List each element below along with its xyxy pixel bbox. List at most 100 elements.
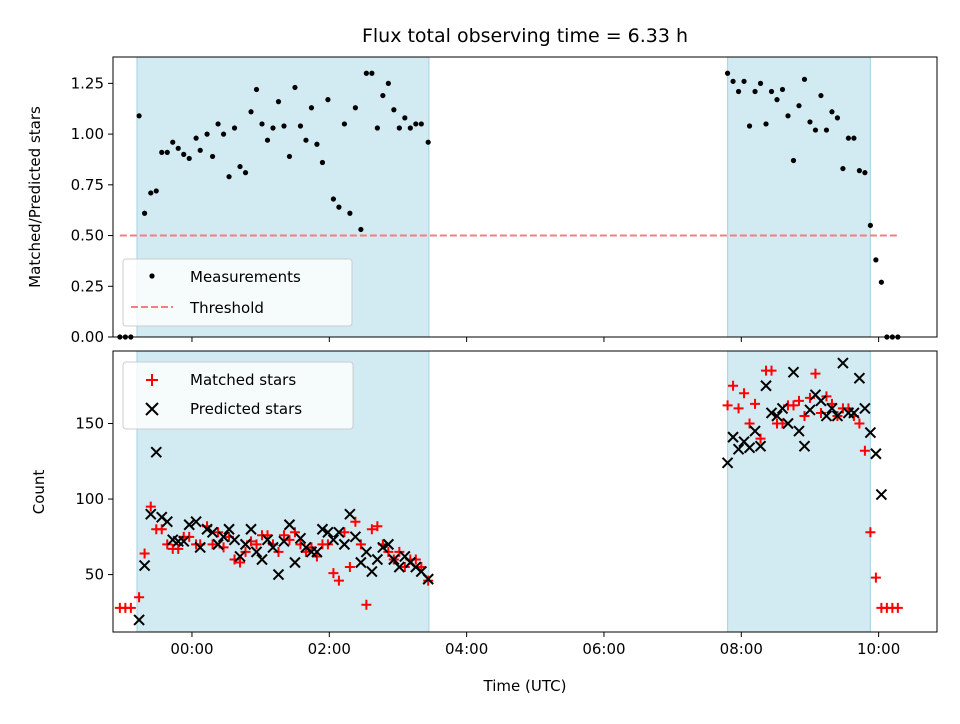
measurement-point bbox=[170, 139, 176, 145]
measurement-point bbox=[867, 222, 873, 229]
matched-star-point bbox=[184, 531, 195, 542]
matched-star-point bbox=[125, 602, 136, 613]
measurement-point bbox=[220, 131, 227, 137]
measurement-point bbox=[425, 139, 431, 145]
measurement-point bbox=[878, 279, 884, 285]
predicted-star-point bbox=[859, 402, 871, 415]
predicted-star-point bbox=[848, 407, 860, 419]
measurement-point bbox=[363, 70, 369, 76]
measurement-point bbox=[164, 149, 170, 155]
measurement-point bbox=[391, 107, 397, 113]
top-panel-legend[interactable]: Measurements Threshold bbox=[122, 258, 353, 327]
x-tick-label: 10:00 bbox=[857, 640, 900, 658]
predicted-star-point bbox=[234, 550, 246, 563]
predicted-star-point bbox=[278, 535, 290, 548]
matched-star-point bbox=[162, 539, 173, 550]
measurement-point bbox=[369, 70, 375, 76]
measurement-point bbox=[308, 105, 315, 111]
predicted-star-point bbox=[349, 531, 362, 543]
measurement-point bbox=[418, 121, 424, 127]
measurement-point bbox=[231, 125, 238, 131]
predicted-star-point bbox=[272, 568, 285, 581]
legend-predicted-marker bbox=[145, 402, 159, 416]
matched-star-point bbox=[728, 380, 739, 391]
matched-star-point bbox=[361, 599, 372, 610]
x-tick-label: 04:00 bbox=[445, 640, 488, 658]
predicted-star-point bbox=[771, 410, 783, 422]
predicted-star-point bbox=[360, 546, 373, 558]
matched-star-point bbox=[865, 527, 876, 538]
measurement-point bbox=[264, 137, 271, 143]
matched-star-point bbox=[793, 395, 804, 406]
bottom-legend-box bbox=[122, 361, 354, 430]
matched-star-point bbox=[372, 521, 383, 532]
predicted-star-point bbox=[765, 407, 778, 419]
matched-star-point bbox=[273, 546, 284, 557]
bottom-panel-axes: 00:00 02:00 04:00 06:00 08:00 10:00 50 100 150 bbox=[75, 415, 900, 658]
predicted-star-point bbox=[804, 404, 816, 416]
measurement-point bbox=[204, 131, 210, 137]
predicted-star-point bbox=[161, 516, 173, 528]
measurement-point bbox=[148, 190, 154, 196]
y-tick-label: 1.00 bbox=[71, 125, 104, 143]
matched-star-point bbox=[145, 501, 156, 512]
measurement-point bbox=[829, 109, 835, 115]
predicted-star-point bbox=[223, 523, 235, 535]
top-panel-measurements bbox=[117, 70, 901, 340]
measurement-point bbox=[253, 86, 260, 93]
matched-star-point bbox=[322, 539, 333, 550]
matched-star-point bbox=[892, 602, 903, 613]
bottom-panel-legend[interactable]: Matched stars Predicted stars bbox=[122, 361, 354, 430]
matched-star-point bbox=[235, 557, 246, 568]
measurement-point bbox=[136, 113, 142, 119]
predicted-star-point bbox=[820, 410, 833, 422]
predicted-star-point bbox=[212, 538, 224, 551]
predicted-star-point bbox=[388, 553, 400, 566]
predicted-star-point bbox=[754, 440, 767, 452]
measurement-point bbox=[735, 88, 742, 95]
matched-star-point bbox=[399, 562, 410, 573]
matched-star-point bbox=[722, 400, 733, 411]
measurement-point bbox=[186, 155, 192, 162]
measurement-point bbox=[270, 125, 276, 131]
measurement-point bbox=[834, 115, 841, 121]
measurement-point bbox=[286, 153, 293, 160]
measurement-point bbox=[746, 123, 753, 129]
matched-star-point bbox=[278, 530, 289, 541]
measurement-point bbox=[402, 115, 408, 121]
matched-star-point bbox=[213, 527, 224, 538]
predicted-star-point bbox=[178, 535, 190, 548]
predicted-star-point bbox=[327, 534, 340, 546]
matched-star-point bbox=[739, 388, 750, 399]
predicted-star-point bbox=[261, 534, 274, 546]
predicted-star-point bbox=[371, 553, 384, 566]
measurement-point bbox=[259, 121, 265, 127]
measurement-point bbox=[303, 137, 309, 143]
matched-star-point bbox=[240, 546, 251, 557]
predicted-star-point bbox=[732, 443, 745, 455]
predicted-star-point bbox=[798, 440, 811, 452]
predicted-star-point bbox=[837, 357, 849, 369]
top-panel-axes: 0.00 0.25 0.50 0.75 1.00 1.25 bbox=[71, 74, 880, 346]
measurement-point bbox=[413, 121, 419, 127]
measurement-point bbox=[347, 210, 353, 216]
measurement-point bbox=[856, 168, 863, 174]
bottom-panel-ylabel: Count bbox=[30, 470, 48, 515]
measurement-point bbox=[175, 145, 181, 151]
matched-star-point bbox=[251, 539, 262, 550]
predicted-star-point bbox=[311, 546, 323, 558]
predicted-star-point bbox=[815, 395, 827, 407]
predicted-star-point bbox=[145, 508, 157, 520]
measurement-point bbox=[159, 149, 165, 155]
predicted-star-point bbox=[316, 523, 329, 535]
legend-measurements-label: Measurements bbox=[190, 268, 301, 286]
measurement-point bbox=[336, 204, 342, 210]
x-tick-label: 02:00 bbox=[308, 640, 351, 658]
matched-star-point bbox=[333, 575, 344, 586]
measurement-point bbox=[153, 188, 159, 194]
predicted-star-point bbox=[853, 372, 866, 384]
predicted-star-point bbox=[267, 541, 279, 554]
measurement-point bbox=[779, 86, 786, 93]
predicted-star-point bbox=[870, 448, 882, 460]
